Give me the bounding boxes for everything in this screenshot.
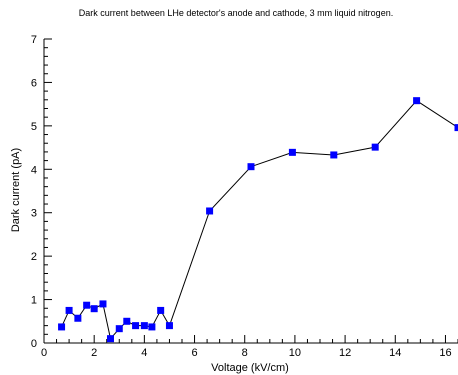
- x-tick-label: 0: [41, 347, 47, 359]
- x-tick-label: 2: [91, 347, 97, 359]
- data-point: [140, 322, 148, 330]
- data-point: [65, 306, 73, 314]
- data-point: [132, 322, 140, 330]
- data-point: [90, 305, 98, 313]
- data-point: [106, 335, 114, 343]
- y-tick-label: 2: [31, 251, 37, 263]
- tick-marks: [43, 38, 458, 344]
- x-tick-label: 10: [289, 347, 301, 359]
- data-point: [83, 301, 91, 309]
- y-tick-label: 4: [31, 164, 37, 176]
- x-tick-label: 14: [389, 347, 401, 359]
- x-tick-label: 6: [191, 347, 197, 359]
- data-point: [148, 323, 156, 331]
- data-point: [74, 314, 82, 322]
- data-point: [58, 323, 66, 331]
- data-point: [371, 143, 379, 151]
- y-tick-label: 5: [31, 121, 37, 133]
- data-point: [247, 163, 255, 171]
- data-point: [413, 97, 421, 105]
- y-tick-label: 6: [31, 77, 37, 89]
- x-tick-label: 4: [141, 347, 147, 359]
- x-tick-label: 8: [242, 347, 248, 359]
- data-point: [330, 151, 338, 159]
- chart-title: Dark current between LHe detector's anod…: [79, 8, 393, 18]
- data-point: [157, 306, 165, 314]
- data-point: [99, 300, 107, 308]
- series-layer: [58, 97, 458, 343]
- y-tick-label: 7: [31, 34, 37, 46]
- dark-current-series-line: [61, 100, 458, 340]
- data-point: [165, 322, 173, 330]
- data-point: [123, 317, 131, 325]
- y-tick-label: 0: [31, 338, 37, 350]
- data-point: [206, 207, 214, 215]
- data-point: [288, 148, 296, 156]
- y-tick-label: 3: [31, 208, 37, 220]
- y-tick-label: 1: [31, 295, 37, 307]
- x-tick-label: 16: [439, 347, 451, 359]
- data-point: [115, 325, 123, 333]
- x-axis-label: Voltage (kV/cm): [211, 362, 289, 374]
- x-tick-label: 12: [339, 347, 351, 359]
- data-point: [454, 124, 458, 132]
- y-axis-label: Dark current (pA): [10, 148, 22, 232]
- axes: [43, 39, 458, 344]
